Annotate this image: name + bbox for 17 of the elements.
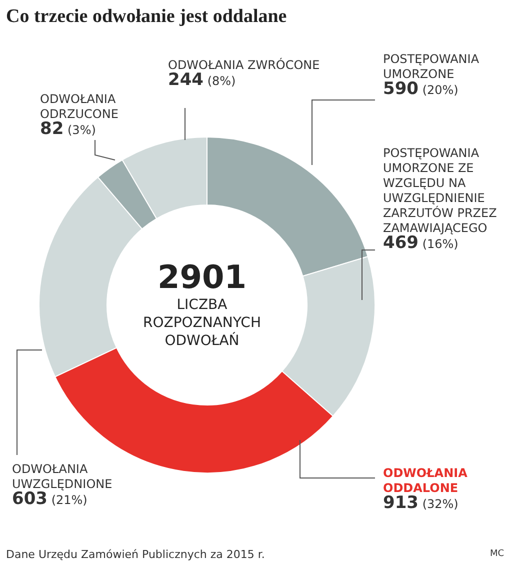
slice-label: ODWOŁANIA UWZGLĘDNIONE xyxy=(12,462,114,491)
text: LICZBA ROZPOZNANYCH ODWOŁAŃ xyxy=(142,296,262,350)
data-label: 590 (20%) xyxy=(383,79,458,99)
data-label: 82 (3%) xyxy=(40,119,96,139)
text: MC xyxy=(490,549,504,559)
data-label: 244 (8%) xyxy=(168,70,236,90)
slice-label: ODWOŁANIA ZWRÓCONE xyxy=(168,58,321,72)
data-label: 603 (21%) xyxy=(12,489,88,509)
slice-label: POSTĘPOWANIA UMORZONE xyxy=(383,52,480,81)
slice-label: ODWOŁANIA ODDALONE xyxy=(383,466,468,495)
text: 2901 xyxy=(156,258,248,296)
data-label: 913 (32%) xyxy=(383,493,458,513)
chart-title: Co trzecie odwołanie jest oddalane xyxy=(6,6,287,28)
text: Dane Urzędu Zamówień Publicznych za 2015 r. xyxy=(6,548,265,561)
data-label: 469 (16%) xyxy=(383,233,458,253)
slice-label: POSTĘPOWANIA UMORZONE ZE WZGLĘDU NA UWZGLĘDNIENIE ZARZUTÓW PRZEZ ZAMAWIAJĄCEGO xyxy=(383,146,498,235)
slice-label: ODWOŁANIA ODRZUCONE xyxy=(40,92,120,121)
